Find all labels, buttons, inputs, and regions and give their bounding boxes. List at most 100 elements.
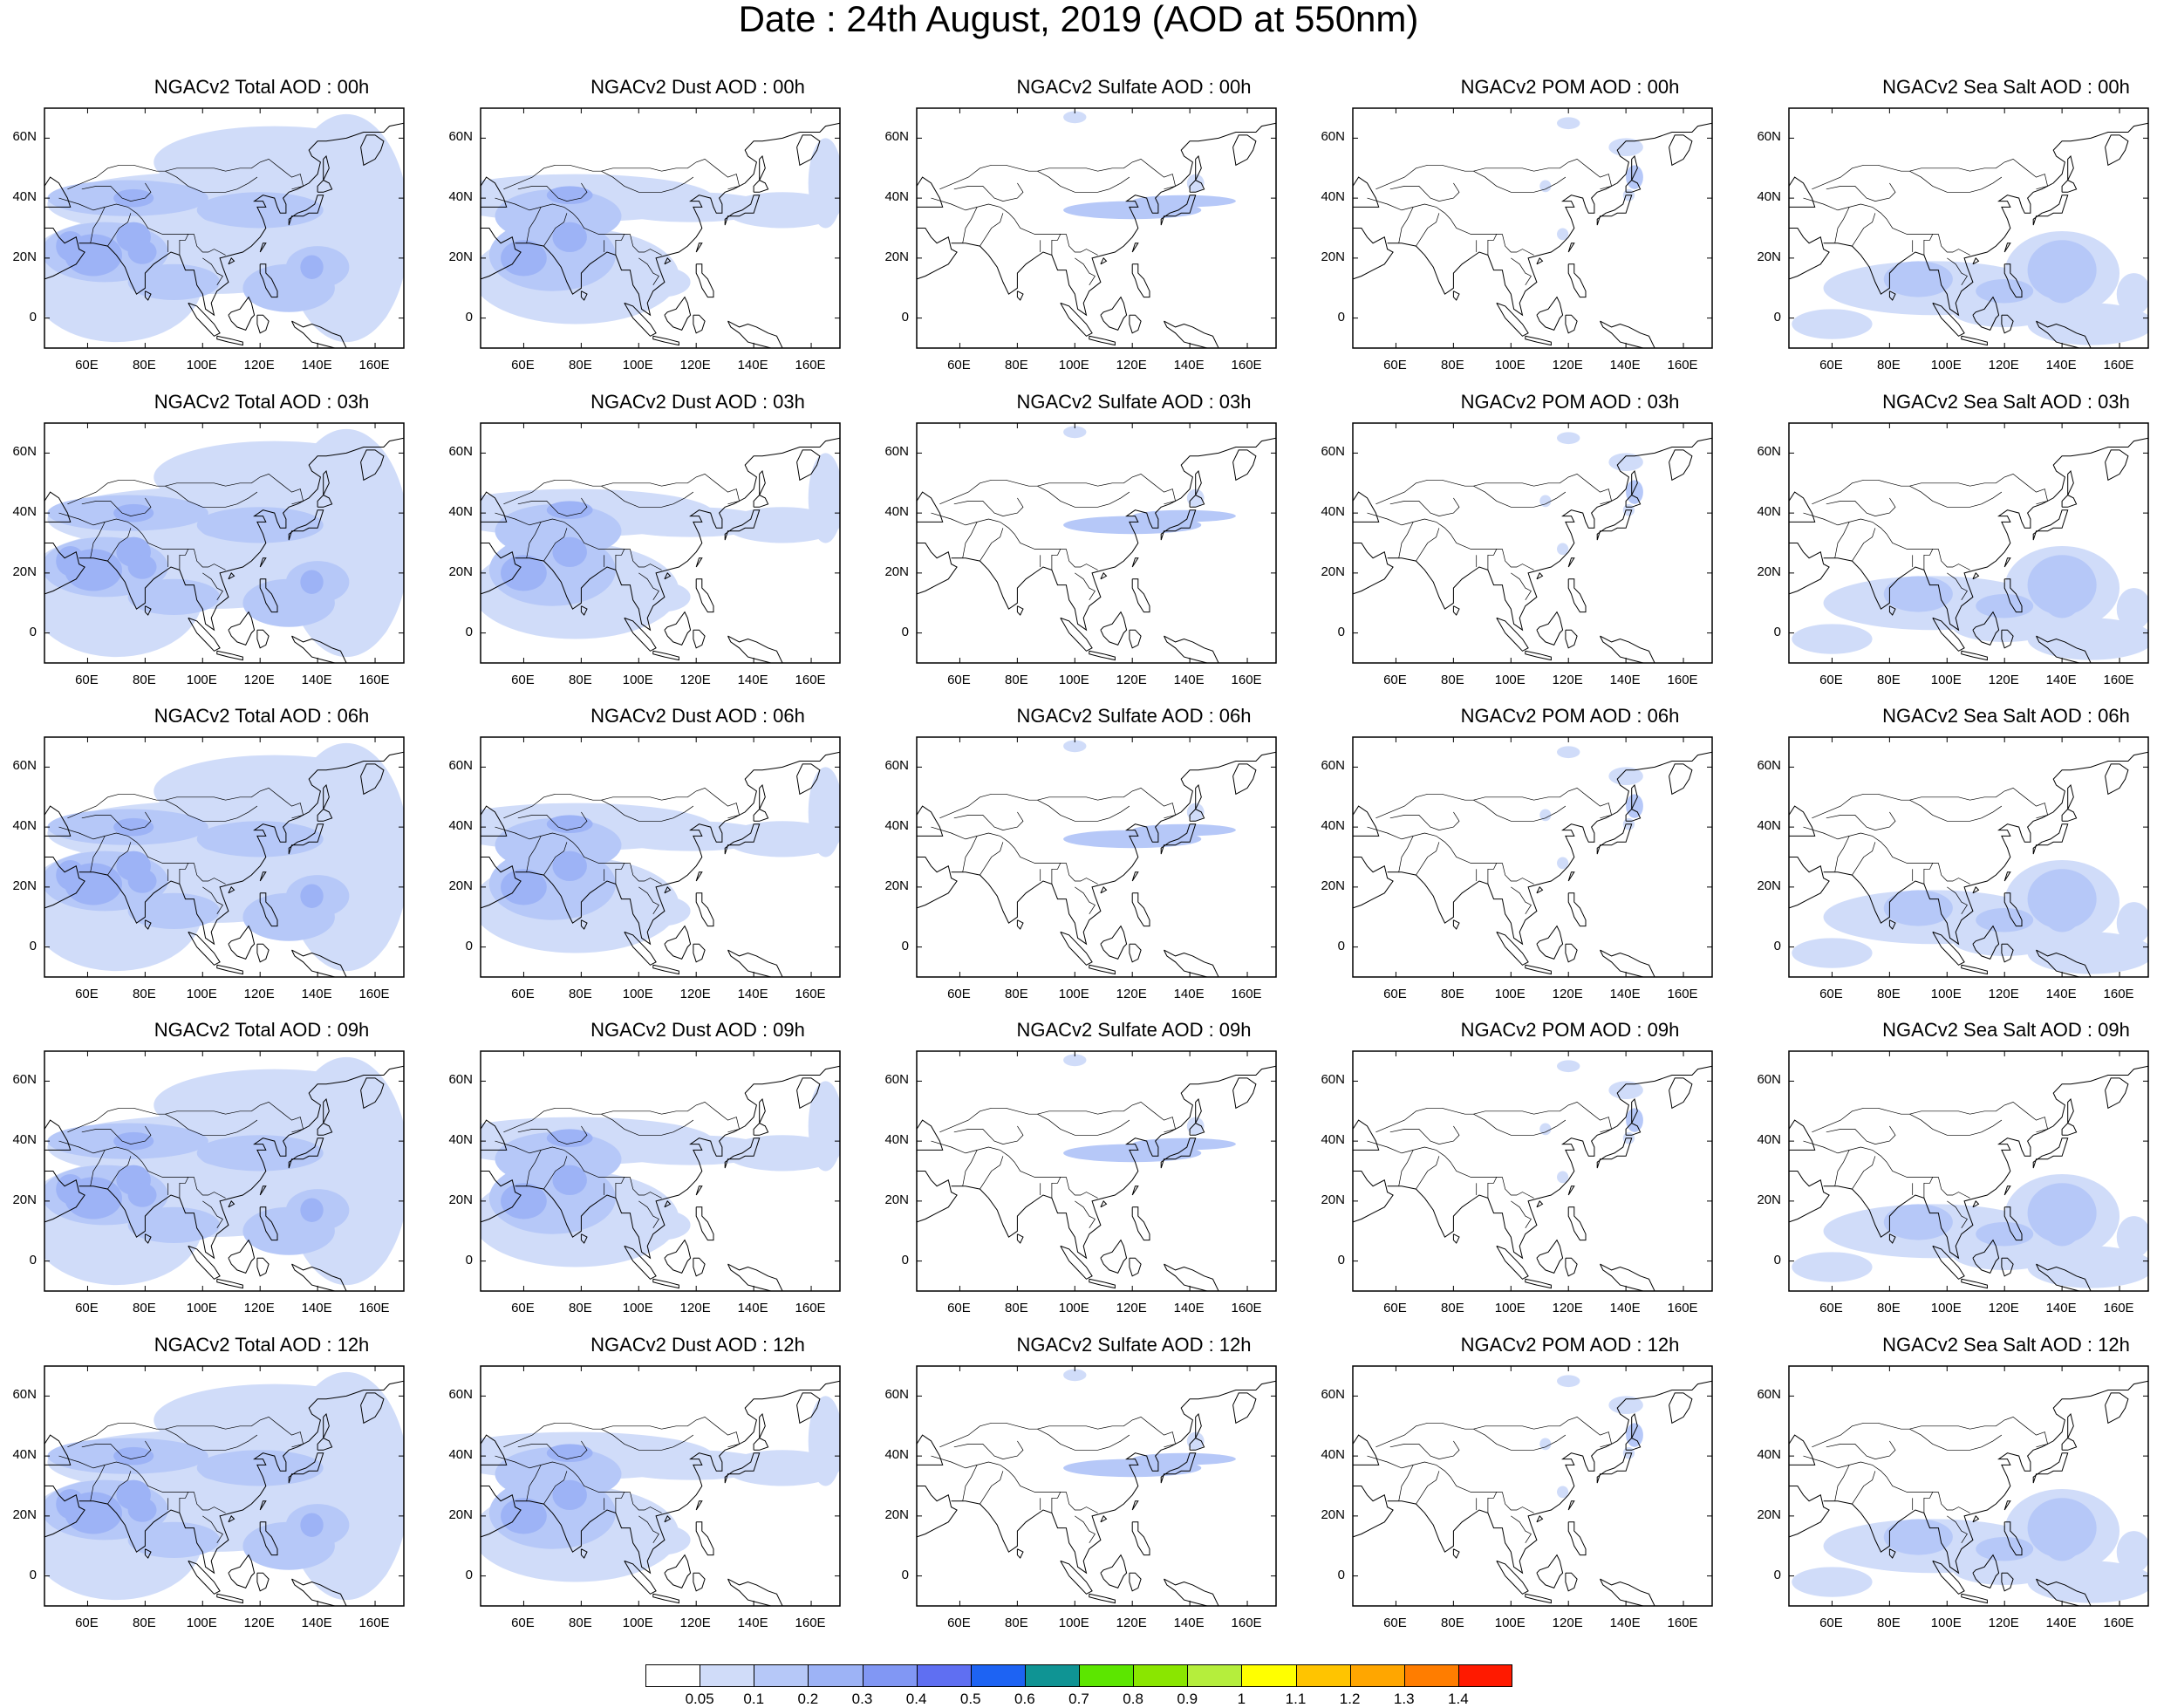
map-area [1352,107,1788,417]
coastline [580,290,588,301]
map-panel-sulfate: NGACv2 Sulfate AOD : 12h 60E 80E 100E 120E 14… [884,1334,1352,1675]
coastline [1567,1185,1575,1196]
lon-tick-label: 60E [947,1616,971,1630]
lat-tick-label: 20N [448,564,473,579]
coastline [580,1233,588,1244]
map-area [44,1050,480,1360]
lat-tick-label: 40N [448,818,473,834]
coastline [1189,1122,1205,1136]
coastline [753,494,769,508]
map-frame [1352,1050,1713,1292]
country-border [503,1102,741,1133]
map-panel-seasalt: NGACv2 Sea Salt AOD : 06h 60E 80E 100E 120E 1… [1757,705,2157,1046]
coastline [2003,1185,2011,1196]
country-border [1367,1140,1503,1178]
aod-region [127,1206,221,1243]
panel-title: NGACv2 Sulfate AOD : 12h [1016,1334,1252,1356]
lat-tick-label: 40N [12,504,37,520]
country-border [202,572,223,600]
coastline [1536,1515,1544,1523]
lon-tick-label: 80E [133,1301,156,1315]
coastline [1387,437,1712,632]
coastline [1536,1554,1564,1589]
aod-map [44,107,405,349]
map-panel-dust: NGACv2 Dust AOD : 00h 60E 80E 100E 120E 140E 1… [448,76,916,417]
coastline [2067,154,2074,181]
aod-region [1952,611,2057,642]
aod-region [552,1165,587,1195]
coastline [44,1119,72,1151]
lon-tick-label: 60E [1383,673,1407,687]
coastline [1195,1097,1202,1124]
lon-tick-label: 160E [1231,987,1262,1001]
coastline [1888,290,1896,301]
map-panel-sulfate: NGACv2 Sulfate AOD : 09h 60E 80E 100E 120E 14… [884,1019,1352,1360]
coastline [44,491,72,523]
coastline [288,1138,324,1169]
coastline [259,243,267,253]
lat-tick-label: 20N [1321,878,1345,893]
lat-tick-label: 20N [884,1192,909,1207]
country-border [980,842,1004,876]
country-border [543,213,568,247]
lat-tick-label: 20N [12,878,37,893]
coastline [1195,783,1202,810]
coastline [2003,892,2023,927]
lon-tick-label: 160E [358,1301,390,1315]
lon-tick-label: 120E [243,987,275,1001]
coastline [1972,611,2000,646]
country-border [90,1150,106,1186]
coastline [2003,578,2023,613]
lon-tick-label: 140E [737,1616,768,1630]
country-border [601,1113,694,1136]
aod-region [1063,426,1087,439]
map-frame [44,422,405,664]
country-border [1938,234,1970,256]
colorbar-label: 0.2 [797,1691,819,1707]
lon-tick-label: 100E [1930,1301,1962,1315]
lon-tick-label: 100E [1930,358,1962,372]
coastline [1972,1515,1980,1523]
coastline [2067,1097,2074,1124]
aod-region [552,536,587,567]
lon-tick-label: 120E [1116,1301,1147,1315]
coastline [951,751,1276,946]
country-border [1947,1515,1968,1543]
lon-tick-label: 60E [1819,358,1843,372]
lat-tick-label: 40N [1321,1447,1345,1463]
lon-tick-label: 120E [1552,1301,1583,1315]
lat-tick-label: 0 [901,1567,909,1582]
coastline [2032,823,2069,855]
country-border [67,474,304,505]
coastline [1164,635,1219,663]
colorbar-label: 0.4 [905,1691,927,1707]
lon-tick-label: 60E [1819,1301,1843,1315]
coastline [259,1206,278,1241]
coastline [1625,494,1642,508]
aod-region [2044,1216,2079,1247]
coastline [624,931,657,966]
map-area [480,422,916,732]
coastline [1567,578,1587,613]
country-border [1803,197,1939,235]
coastline [288,509,324,541]
coastline [1131,243,1139,253]
country-border [1834,1150,1850,1186]
coastline [2036,1263,2092,1291]
coastline [695,871,703,882]
map-panel-seasalt: NGACv2 Sea Salt AOD : 00h 60E 80E 100E 120E 1… [1757,76,2157,417]
aod-map [1352,107,1713,349]
map-panel-total: NGACv2 Total AOD : 00h 60E 80E 100E 120E 140E… [12,76,480,417]
country-border [601,170,694,193]
coastline [693,943,706,963]
lon-tick-label: 160E [795,1616,826,1630]
lon-tick-label: 80E [133,987,156,1001]
lat-tick-label: 20N [884,1506,909,1522]
lon-tick-label: 60E [1383,987,1407,1001]
lon-tick-label: 120E [679,987,711,1001]
lon-tick-label: 80E [133,1616,156,1630]
country-border [543,1156,568,1190]
coastline [1823,437,2148,632]
country-border [495,1140,631,1178]
lon-tick-label: 60E [1383,1301,1407,1315]
